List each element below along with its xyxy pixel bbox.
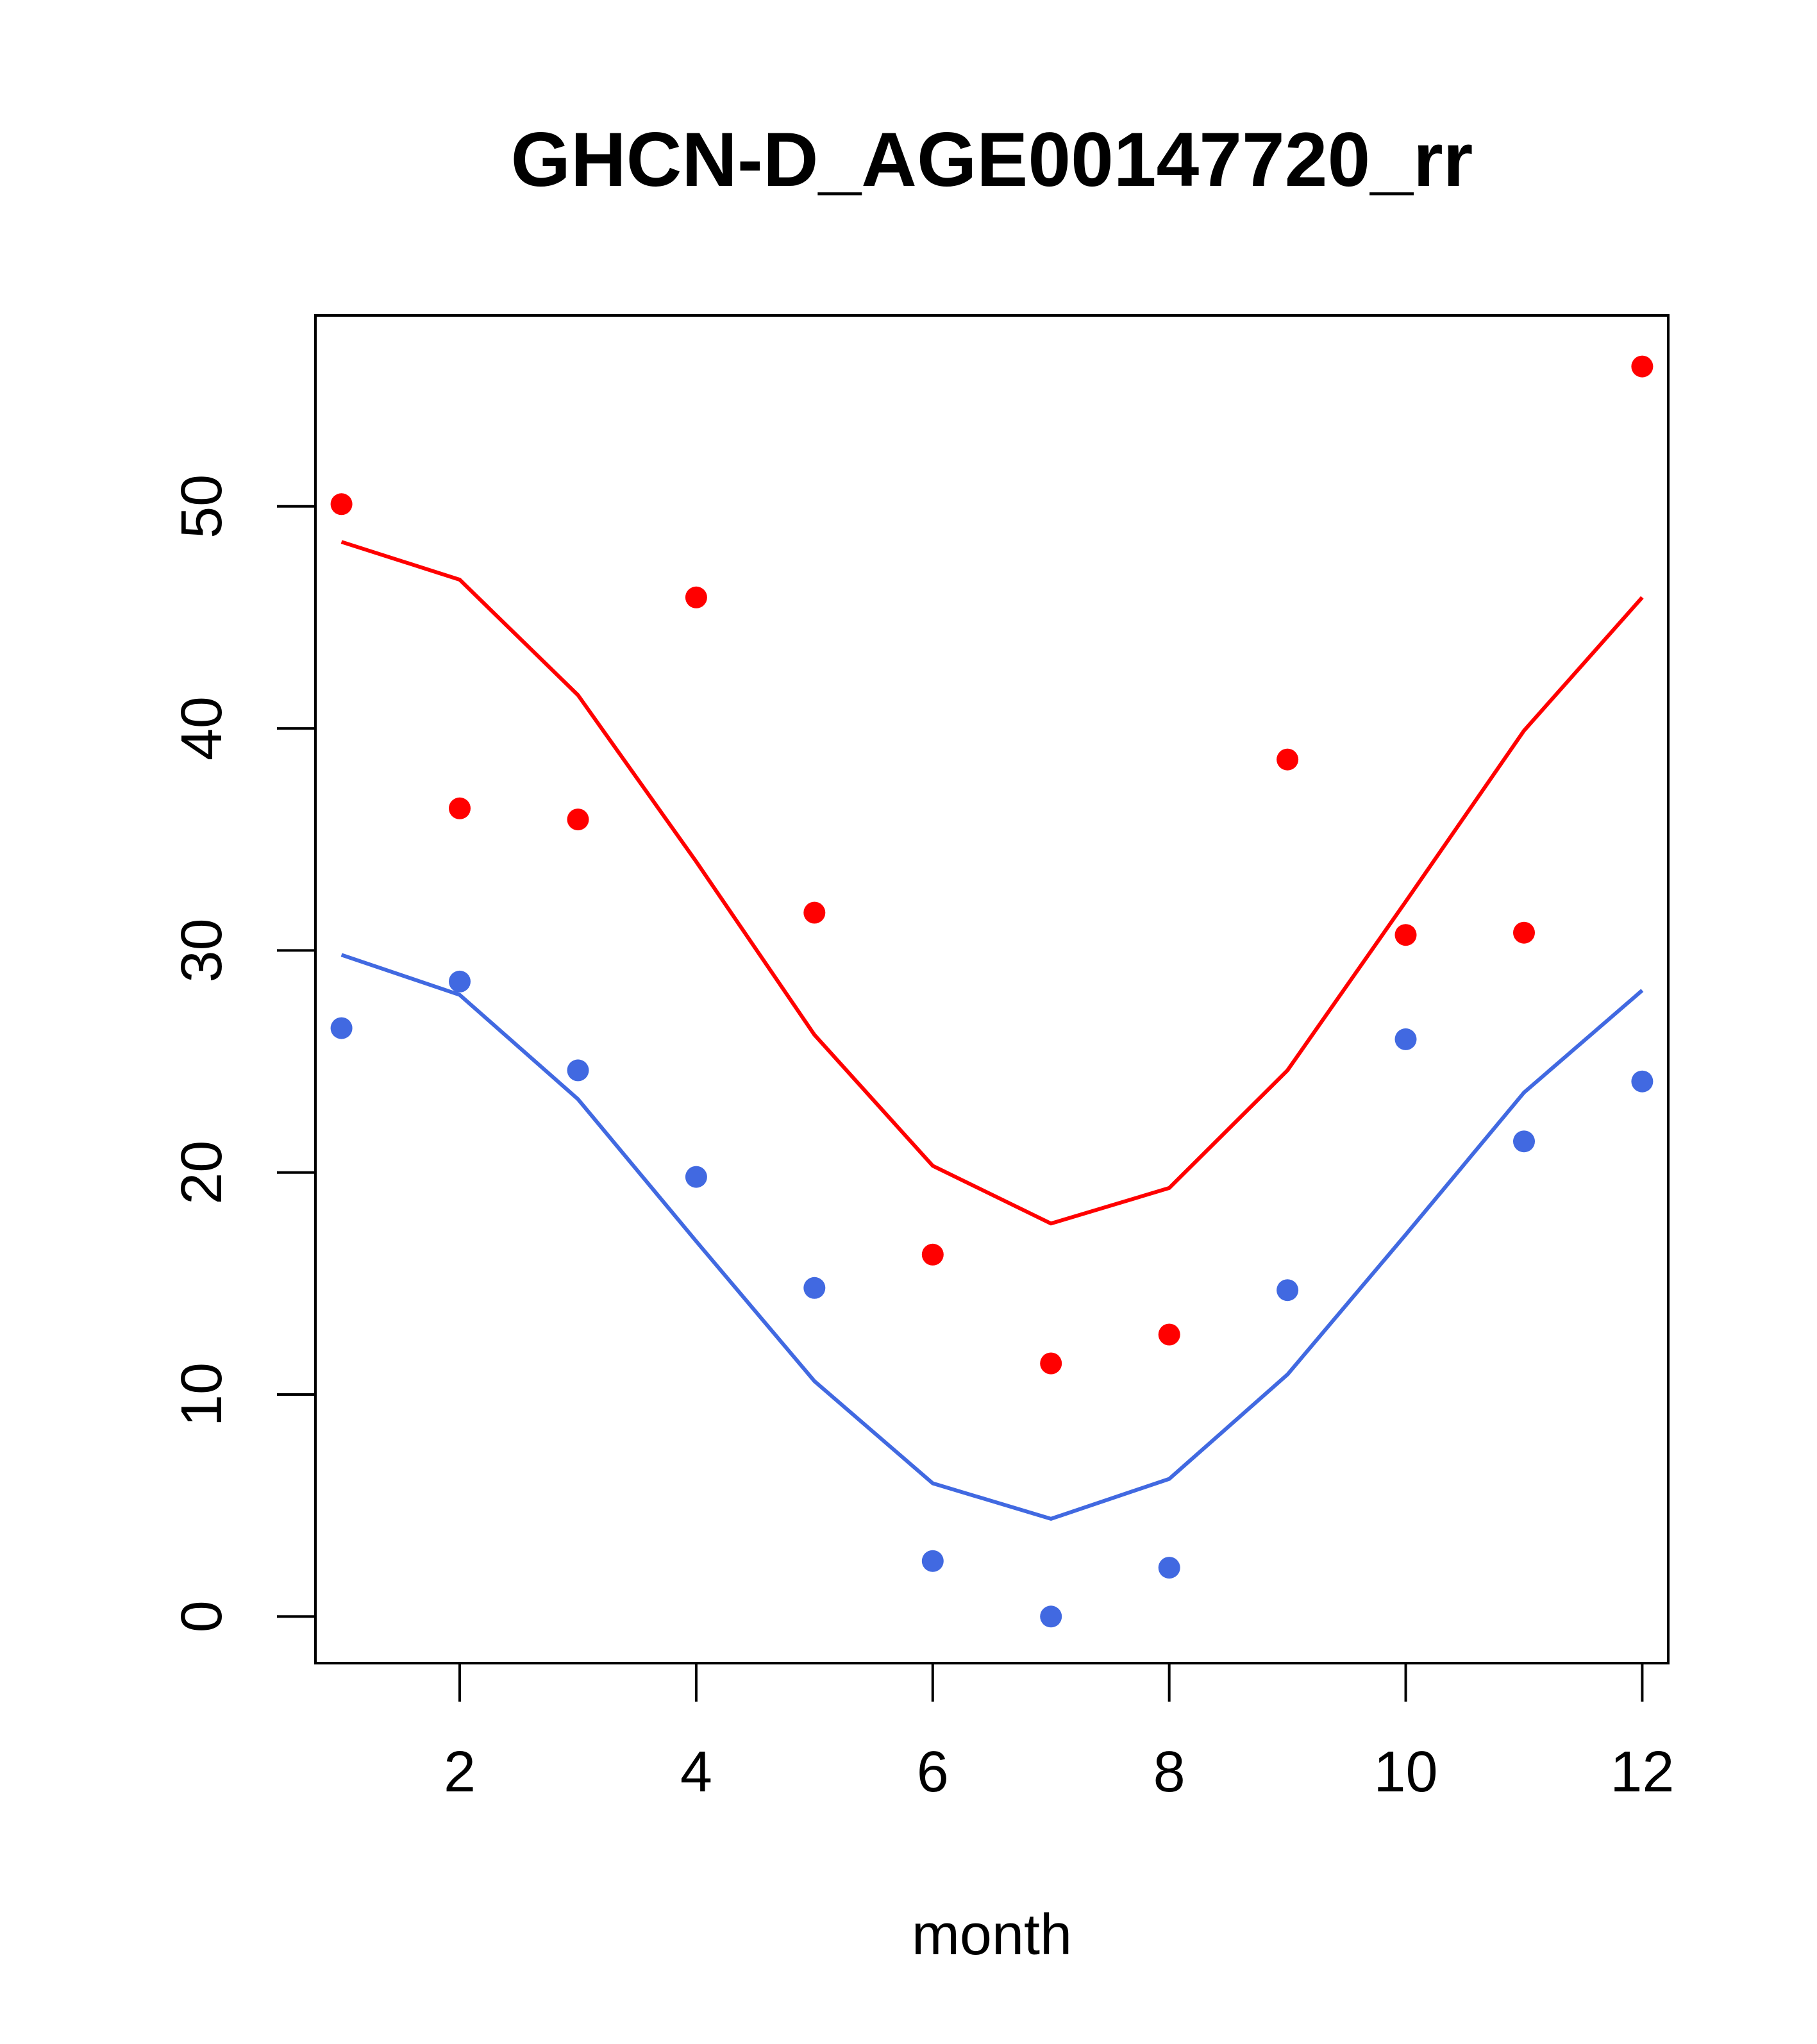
data-point-blue-points-7: [1040, 1605, 1062, 1628]
x-axis-label: month: [912, 1903, 1072, 1967]
data-point-red-points-4: [685, 586, 707, 608]
data-point-red-points-12: [1631, 355, 1654, 378]
x-tick-label-12: 12: [1610, 1740, 1674, 1804]
data-point-red-points-11: [1513, 921, 1535, 944]
data-point-blue-points-6: [921, 1550, 944, 1572]
data-point-red-points-7: [1040, 1352, 1062, 1375]
data-point-red-points-6: [921, 1243, 944, 1266]
axes: 2 4 6 8 10 12 0 10 20 30 40 50: [170, 474, 1674, 1804]
data-point-blue-points-5: [803, 1277, 826, 1299]
data-point-red-points-1: [330, 493, 353, 515]
data-point-blue-points-12: [1631, 1070, 1654, 1093]
data-point-blue-points-8: [1158, 1557, 1180, 1579]
x-tick-label-4: 4: [680, 1740, 712, 1804]
data-point-blue-points-11: [1513, 1130, 1535, 1153]
data-point-red-points-9: [1277, 748, 1299, 771]
y-tick-label-40: 40: [170, 696, 234, 760]
data-point-red-points-10: [1394, 924, 1417, 946]
data-point-red-points-3: [567, 808, 589, 831]
chart-title: GHCN-D_AGE00147720_rr: [511, 117, 1473, 203]
series-line-red-line: [340, 540, 1644, 1226]
data-point-blue-points-10: [1394, 1028, 1417, 1050]
data-point-red-points-5: [803, 901, 826, 924]
x-tick-label-6: 6: [917, 1740, 949, 1804]
y-tick-label-20: 20: [170, 1141, 234, 1205]
data-point-red-points-2: [449, 797, 471, 819]
x-tick-label-2: 2: [444, 1740, 476, 1804]
x-tick-label-10: 10: [1373, 1740, 1437, 1804]
y-tick-label-50: 50: [170, 474, 234, 539]
y-tick-label-10: 10: [170, 1362, 234, 1427]
plot-frame: [314, 314, 1670, 1664]
data-point-blue-points-3: [567, 1059, 589, 1082]
data-marks: [330, 355, 1654, 1628]
y-tick-label-0: 0: [170, 1600, 234, 1632]
data-point-blue-points-9: [1277, 1279, 1299, 1302]
x-tick-label-8: 8: [1153, 1740, 1185, 1804]
plot-area: [314, 314, 1670, 1664]
data-point-red-points-8: [1158, 1323, 1180, 1346]
y-tick-label-30: 30: [170, 918, 234, 982]
data-point-blue-points-2: [449, 970, 471, 993]
data-point-blue-points-1: [330, 1017, 353, 1039]
data-point-blue-points-4: [685, 1166, 707, 1188]
series-line-blue-line: [340, 953, 1644, 1521]
